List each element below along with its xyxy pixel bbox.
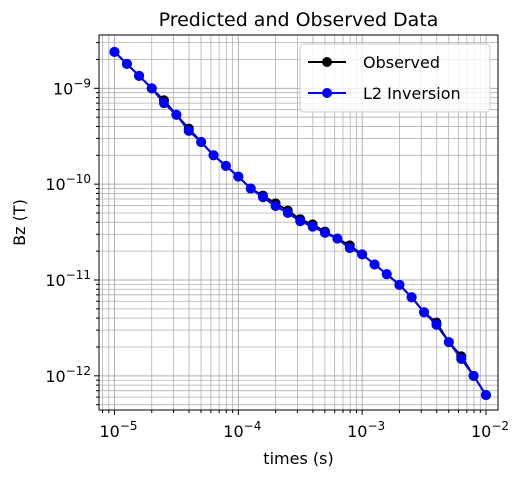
series-layer (109, 46, 491, 401)
ticks: 10−5 10−4 10−3 10−2 10−12 10−11 10−10 10−9 (45, 42, 509, 441)
x-tick-label: 10−3 (347, 419, 385, 441)
legend-label: L2 Inversion (363, 84, 461, 103)
x-tick-label: 10−4 (223, 419, 261, 441)
data-point (171, 109, 182, 120)
data-point (406, 292, 417, 303)
data-point (344, 243, 355, 254)
data-point (134, 70, 145, 81)
data-point (220, 160, 231, 171)
data-point (319, 227, 330, 238)
data-point (307, 221, 318, 232)
chart-title: Predicted and Observed Data (159, 9, 439, 31)
data-point (208, 150, 219, 161)
data-point (357, 249, 368, 260)
data-point (183, 125, 194, 136)
data-point (369, 259, 380, 270)
data-point (443, 337, 454, 348)
legend-entries: Observed L2 Inversion (308, 53, 461, 103)
data-point (431, 319, 442, 330)
legend-entry: Observed (308, 53, 440, 72)
data-point (480, 390, 491, 401)
data-point (146, 83, 157, 94)
data-point (419, 307, 430, 318)
legend-marker (322, 88, 332, 98)
x-tick-label: 10−2 (471, 419, 509, 441)
x-tick-label: 10−5 (99, 419, 137, 441)
data-point (158, 98, 169, 109)
data-point (196, 137, 207, 148)
data-point (121, 58, 132, 69)
x-axis-label: times (s) (263, 449, 333, 468)
data-point (270, 201, 281, 212)
grid (99, 35, 498, 410)
y-tick-label: 10−9 (53, 76, 91, 98)
data-point (109, 46, 120, 57)
legend-marker (322, 57, 332, 67)
data-point (381, 269, 392, 280)
data-point (468, 370, 479, 381)
y-tick-label: 10−10 (45, 172, 91, 194)
data-point (456, 353, 467, 364)
data-point (233, 171, 244, 182)
data-point (257, 192, 268, 203)
series-l2-inversion (109, 46, 491, 401)
data-point (295, 216, 306, 227)
y-tick-label: 10−12 (45, 364, 91, 386)
legend: Observed L2 Inversion (299, 43, 491, 113)
legend-entry: L2 Inversion (308, 84, 461, 103)
data-point (394, 279, 405, 290)
legend-box (299, 43, 491, 113)
data-point (282, 208, 293, 219)
data-point (245, 183, 256, 194)
y-axis-label: Bz (T) (10, 199, 29, 246)
data-point (332, 233, 343, 244)
y-tick-label: 10−11 (45, 268, 91, 290)
legend-label: Observed (363, 53, 440, 72)
